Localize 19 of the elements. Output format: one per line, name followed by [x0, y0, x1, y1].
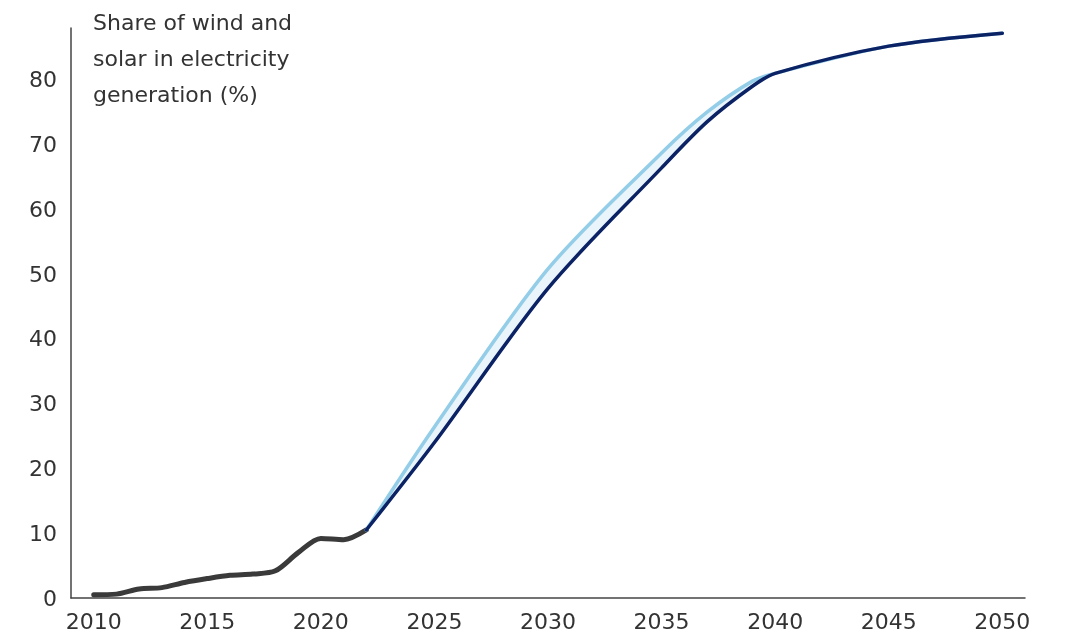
- x-tick-label: 2040: [747, 608, 804, 634]
- x-tick-label: 2035: [633, 608, 690, 634]
- x-tick-label: 2025: [406, 608, 463, 634]
- y-tick-label: 30: [29, 391, 57, 417]
- x-tick-label: 2030: [520, 608, 576, 634]
- y-tick-label: 60: [29, 196, 57, 222]
- y-tick-label: 50: [29, 261, 57, 287]
- y-axis-title: Share of wind and solar in electricity generation (%): [93, 9, 300, 107]
- x-tick-label: 2050: [974, 608, 1031, 634]
- x-tick-label: 2015: [179, 608, 236, 634]
- y-tick-label: 80: [29, 67, 57, 93]
- y-tick-label: 20: [29, 455, 57, 481]
- x-tick-label: 2010: [65, 608, 122, 634]
- y-tick-label: 10: [29, 520, 57, 546]
- x-tick-label: 2045: [860, 608, 917, 634]
- y-tick-label: 0: [43, 585, 57, 611]
- x-tick-label: 2020: [292, 608, 349, 634]
- y-tick-label: 40: [29, 326, 57, 352]
- y-tick-label: 70: [29, 132, 57, 158]
